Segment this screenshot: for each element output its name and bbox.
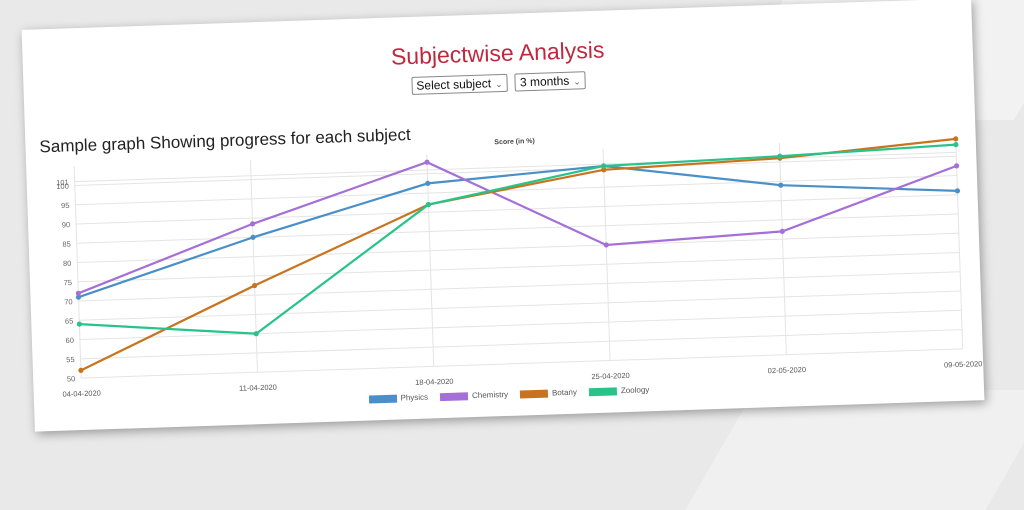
y-tick-label: 65 <box>65 316 74 325</box>
data-point-physics <box>75 294 82 300</box>
x-tick-label: 02-05-2020 <box>768 365 807 375</box>
data-point-botany <box>252 282 258 289</box>
series-line-chemistry <box>77 161 958 295</box>
legend-item-botany[interactable]: Botany <box>519 387 578 399</box>
x-gridline <box>602 148 611 361</box>
data-point-chemistry <box>603 242 609 248</box>
y-gridline <box>76 213 959 244</box>
y-tick-label: 70 <box>64 297 73 306</box>
data-point-chemistry <box>249 221 256 227</box>
x-tick-label: 09-05-2020 <box>944 359 983 369</box>
data-point-zoology <box>425 201 432 208</box>
y-gridline <box>76 194 958 225</box>
x-gridline <box>249 160 258 373</box>
data-point-botany <box>601 167 607 173</box>
y-gridline <box>81 348 963 379</box>
legend-label: Zoology <box>620 385 650 396</box>
data-point-physics <box>954 188 961 194</box>
y-tick-label: 101 <box>56 178 69 187</box>
data-point-chemistry <box>75 290 81 296</box>
y-gridline <box>74 155 957 186</box>
data-point-physics <box>425 180 431 186</box>
legend-label: Botany <box>551 387 578 398</box>
y-gridline <box>79 309 962 341</box>
x-tick-label: 25-04-2020 <box>591 371 630 381</box>
data-point-zoology <box>777 153 783 159</box>
series-line-zoology <box>79 143 956 335</box>
legend-swatch <box>519 389 549 399</box>
y-tick-label: 90 <box>62 220 71 229</box>
x-gridline <box>426 154 435 367</box>
data-point-chemistry <box>779 228 785 235</box>
y-gridline <box>79 290 961 321</box>
x-tick-label: 04-04-2020 <box>62 388 101 398</box>
x-tick-label: 18-04-2020 <box>415 377 454 387</box>
y-tick-label: 50 <box>67 374 76 383</box>
y-tick-label: 60 <box>65 336 74 345</box>
y-tick-label: 85 <box>62 239 71 248</box>
x-gridline <box>73 166 82 379</box>
legend-label: Chemistry <box>471 389 509 401</box>
y-tick-label: 80 <box>63 259 72 268</box>
data-point-botany <box>78 367 84 373</box>
analysis-card: Subjectwise Analysis Select subject ⌄ 3 m… <box>21 0 985 432</box>
x-gridline <box>955 136 964 349</box>
y-gridline <box>77 232 959 264</box>
x-tick-label: 11-04-2020 <box>239 383 277 393</box>
data-point-zoology <box>601 163 607 169</box>
data-point-physics <box>778 182 784 188</box>
data-point-zoology <box>953 142 959 148</box>
chart-title: Score (in %) <box>494 138 535 146</box>
y-tick-label: 55 <box>66 355 75 364</box>
y-tick-label: 95 <box>61 201 70 210</box>
y-tick-label: 75 <box>64 278 73 287</box>
legend-swatch <box>588 387 618 397</box>
legend-swatch <box>368 394 397 404</box>
data-point-chemistry <box>424 159 430 165</box>
data-point-chemistry <box>954 163 960 169</box>
y-tick-label: 100 <box>56 182 69 191</box>
legend-swatch <box>439 392 469 402</box>
x-gridline <box>778 142 787 355</box>
series-line-physics <box>78 164 958 299</box>
y-gridline <box>80 329 963 360</box>
data-point-zoology <box>253 331 259 337</box>
legend-label: Physics <box>400 392 429 403</box>
y-gridline <box>74 151 957 183</box>
data-point-physics <box>250 234 256 240</box>
y-gridline <box>78 271 961 302</box>
y-gridline <box>75 174 957 206</box>
data-point-zoology <box>76 321 82 327</box>
data-point-botany <box>953 136 959 142</box>
y-gridline <box>77 252 960 283</box>
